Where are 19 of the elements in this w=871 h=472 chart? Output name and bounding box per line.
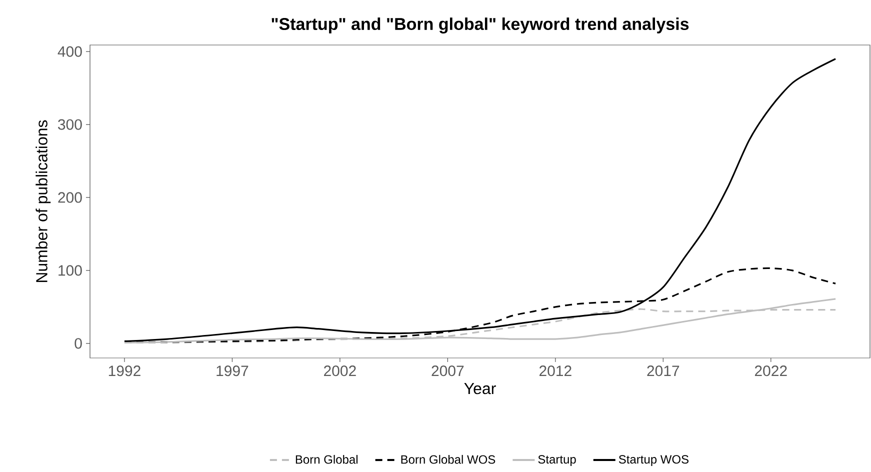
y-tick-label: 200	[58, 192, 82, 203]
x-tick-label: 2002	[324, 366, 356, 376]
x-tick-label: 2022	[754, 366, 787, 376]
x-tick-label: 1997	[216, 366, 248, 376]
x-tick-label: 2012	[539, 366, 572, 376]
x-tick-label: 1992	[108, 366, 140, 376]
legend-label: Born Global WOS	[401, 454, 496, 464]
legend-label: Startup WOS	[618, 455, 688, 466]
x-tick-label: 2007	[432, 366, 464, 376]
x-axis-title: Year	[464, 383, 496, 394]
legend-label: Startup	[538, 455, 576, 466]
x-tick-label: 2017	[647, 366, 680, 376]
legend-label: Born Global	[296, 454, 358, 464]
y-tick-label: 100	[58, 265, 82, 276]
y-tick-label: 300	[58, 119, 82, 130]
y-tick-label: 400	[58, 46, 82, 57]
chart-title: "Startup" and "Born global" keyword trend analysis	[272, 18, 689, 34]
y-tick-label: 0	[74, 338, 82, 349]
y-axis-title: Number of publications	[36, 120, 51, 282]
